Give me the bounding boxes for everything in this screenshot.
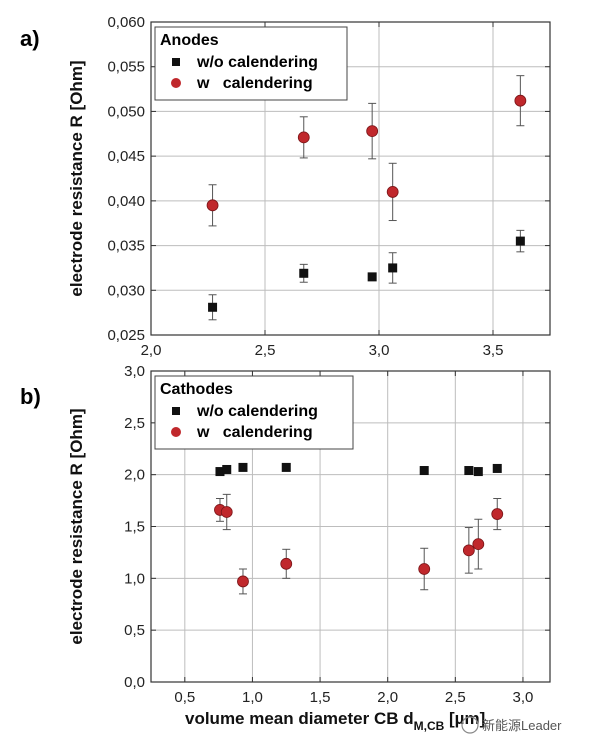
panel-b-xtick-label: 1,0 — [242, 689, 263, 706]
panel-a-plot: 0,025 0,030 0,035 0,040 0,045 0,050 0,055 0,060… — [20, 14, 551, 359]
panel-b-point-square — [473, 467, 483, 477]
panel-b-legend-entry: w/o calendering — [196, 403, 318, 420]
panel-b-ytick-label: 2,0 — [124, 467, 145, 484]
panel-a-legend-title: Anodes — [160, 32, 219, 49]
panel-a-legend-entry: w/o calendering — [196, 54, 318, 71]
watermark-text: 新能源Leader — [482, 718, 562, 733]
panel-a-xtick-label: 2,5 — [255, 342, 276, 359]
panel-b-ytick-label: 0,5 — [124, 622, 145, 639]
panel-a-legend-marker-square — [172, 58, 180, 66]
panel-b-point-circle — [462, 544, 475, 557]
panel-b-point-circle — [237, 575, 249, 588]
panel-a-point-square — [367, 272, 377, 282]
panel-a-ytick-label: 0,035 — [107, 238, 145, 255]
panel-b-legend-title: Cathodes — [160, 381, 233, 398]
panel-a-series-2 — [206, 75, 527, 227]
panel-a-legend-entry: w calendering — [196, 75, 313, 92]
panel-a-ytick-label: 0,045 — [107, 148, 145, 165]
panel-b-panel-label: b) — [20, 384, 41, 409]
panel-a-point-circle — [206, 199, 219, 212]
watermark: 新能源Leader — [461, 716, 562, 734]
panel-a-point-circle — [366, 125, 379, 138]
panel-a-legend-box — [154, 26, 348, 101]
panel-a-xtick-label: 3,5 — [483, 342, 504, 359]
panel-b-series-1 — [215, 462, 502, 477]
panel-b-point-square — [222, 464, 232, 474]
panel-a-point-square — [208, 302, 218, 312]
panel-b-xtick-label: 3,0 — [513, 689, 534, 706]
panel-b-legend: Cathodes w/o calendering w calendering — [154, 375, 354, 450]
panel-b-point-square — [281, 462, 291, 472]
panel-b-legend-box — [154, 375, 354, 450]
panel-b-point-square — [464, 466, 474, 476]
panel-b-point-circle — [491, 508, 504, 520]
panel-a-ytick-label: 0,025 — [107, 327, 145, 344]
panel-a-point-circle — [386, 186, 399, 198]
panel-a-point-square — [299, 268, 309, 278]
panel-a-ytick-label: 0,055 — [107, 59, 145, 76]
panel-a-legend: Anodes w/o calendering w calendering — [154, 26, 348, 101]
watermark-icon — [461, 716, 479, 734]
panel-a-series-1 — [208, 229, 525, 321]
panel-a-frame — [150, 21, 551, 336]
panel-b-legend-entry: w calendering — [196, 424, 313, 441]
panel-a-ylabel: electrode resistance R [Ohm] — [67, 60, 86, 296]
panel-b-point-circle — [220, 506, 233, 518]
panel-b-xtick-label: 1,5 — [310, 689, 331, 706]
panel-b-point-square — [215, 467, 225, 477]
panel-a-ytick-label: 0,040 — [107, 193, 145, 210]
panel-b-point-circle — [280, 557, 293, 570]
panel-a-point-square — [515, 236, 525, 246]
panel-b-xtick-label: 2,5 — [445, 689, 466, 706]
panel-b-xtick-label: 2,0 — [377, 689, 398, 706]
panel-b-legend-marker-circle — [171, 427, 181, 437]
panel-b-ytick-label: 2,5 — [124, 415, 145, 432]
panel-b-series-2 — [214, 493, 504, 595]
panel-b-point-square — [492, 463, 502, 473]
panel-a-point-circle — [297, 131, 310, 144]
panel-a-ytick-label: 0,050 — [107, 103, 145, 120]
panel-a-ytick-label: 0,030 — [107, 282, 145, 299]
panel-a-ytick-label: 0,060 — [107, 14, 145, 31]
panel-b-plot: 0,0 0,5 1,0 1,5 2,0 2,5 3,0 0,5 1,0 1,5 2,0 2,5 3,0 e… — [20, 363, 551, 733]
panel-a-xtick-label: 3,0 — [369, 342, 390, 359]
panel-b-point-circle — [472, 538, 485, 551]
panel-a-xtick-label: 2,0 — [141, 342, 162, 359]
panel-a-panel-label: a) — [20, 26, 40, 51]
panel-a-point-square — [388, 263, 398, 273]
panel-b-ytick-label: 0,0 — [124, 674, 145, 691]
panel-b-ytick-label: 3,0 — [124, 363, 145, 380]
panel-a-point-circle — [514, 94, 527, 107]
panel-b-point-square — [419, 466, 429, 476]
panel-b-point-square — [238, 462, 248, 472]
panel-b-ytick-label: 1,5 — [124, 519, 145, 536]
panel-b-legend-marker-square — [172, 407, 180, 415]
panel-b-ylabel: electrode resistance R [Ohm] — [67, 408, 86, 644]
panel-b-point-circle — [418, 563, 431, 575]
panel-a-legend-marker-circle — [171, 78, 181, 88]
panel-b-ytick-label: 1,0 — [124, 570, 145, 587]
panel-b-xtick-label: 0,5 — [174, 689, 195, 706]
